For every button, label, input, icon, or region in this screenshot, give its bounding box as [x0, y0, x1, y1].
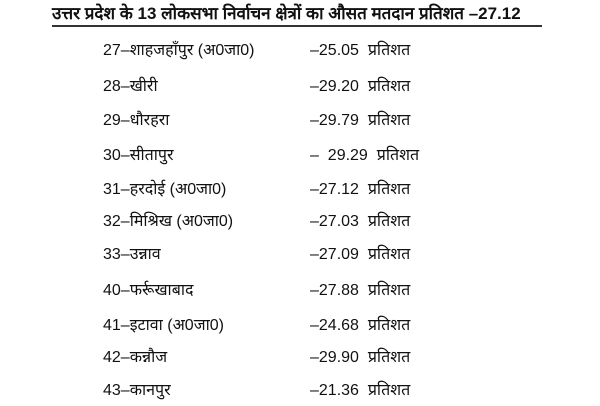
turnout-percentage: –25.05 प्रतिशत [310, 42, 411, 59]
list-item: 32–मिश्रिख (अ0जा0) –27.03 प्रतिशत [0, 207, 600, 237]
turnout-percentage: –21.36 प्रतिशत [310, 382, 411, 399]
constituency-name: 27–शाहजहाँपुर (अ0जा0) [103, 42, 255, 59]
list-item: 29–धौरहरा –29.79 प्रतिशत [0, 106, 600, 136]
list-item: 43–कानपुर –21.36 प्रतिशत [0, 376, 600, 406]
turnout-percentage: –29.79 प्रतिशत [310, 112, 411, 129]
constituency-name: 31–हरदोई (अ0जा0) [103, 181, 227, 198]
turnout-percentage: –27.03 प्रतिशत [310, 213, 411, 230]
turnout-percentage: –27.12 प्रतिशत [310, 181, 411, 198]
constituency-name: 32–मिश्रिख (अ0जा0) [103, 213, 234, 230]
turnout-percentage: – 29.29 प्रतिशत [310, 147, 420, 164]
constituency-name: 42–कन्नौज [103, 349, 168, 366]
constituency-name: 43–कानपुर [103, 382, 171, 399]
list-item: 27–शाहजहाँपुर (अ0जा0) –25.05 प्रतिशत [0, 36, 600, 66]
constituency-name: 30–सीतापुर [103, 147, 174, 164]
constituency-name: 28–खीरी [103, 78, 158, 95]
list-item: 41–इटावा (अ0जा0) –24.68 प्रतिशत [0, 311, 600, 341]
list-item: 31–हरदोई (अ0जा0) –27.12 प्रतिशत [0, 175, 600, 205]
list-item: 30–सीतापुर – 29.29 प्रतिशत [0, 141, 600, 171]
list-item: 33–उन्नाव –27.09 प्रतिशत [0, 240, 600, 270]
turnout-percentage: –29.90 प्रतिशत [310, 349, 411, 366]
constituency-name: 29–धौरहरा [103, 112, 170, 129]
list-item: 28–खीरी –29.20 प्रतिशत [0, 72, 600, 102]
document-title: उत्तर प्रदेश के 13 लोकसभा निर्वाचन क्षेत… [52, 3, 542, 27]
constituency-name: 40–फर्रूखाबाद [103, 282, 194, 299]
turnout-percentage: –24.68 प्रतिशत [310, 317, 411, 334]
constituency-name: 33–उन्नाव [103, 246, 161, 263]
turnout-percentage: –27.09 प्रतिशत [310, 246, 411, 263]
turnout-percentage: –27.88 प्रतिशत [310, 282, 411, 299]
turnout-percentage: –29.20 प्रतिशत [310, 78, 411, 95]
list-item: 40–फर्रूखाबाद –27.88 प्रतिशत [0, 276, 600, 306]
constituency-name: 41–इटावा (अ0जा0) [103, 317, 224, 334]
list-item: 42–कन्नौज –29.90 प्रतिशत [0, 343, 600, 373]
